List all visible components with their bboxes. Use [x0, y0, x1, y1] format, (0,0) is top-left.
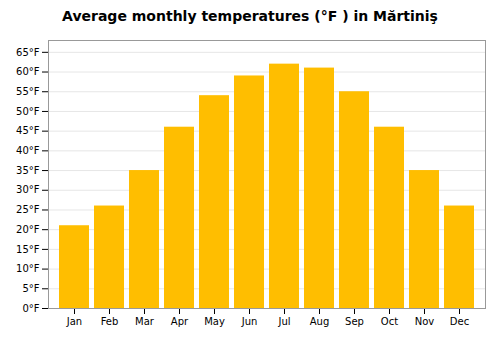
svg-text:Mar: Mar: [135, 316, 155, 327]
svg-text:65°F: 65°F: [16, 47, 40, 58]
svg-text:Jul: Jul: [277, 316, 290, 327]
svg-text:20°F: 20°F: [16, 224, 40, 235]
svg-text:Dec: Dec: [450, 316, 469, 327]
svg-text:Sep: Sep: [345, 316, 364, 327]
svg-text:Aug: Aug: [310, 316, 330, 327]
svg-text:0°F: 0°F: [22, 303, 39, 314]
svg-text:Jan: Jan: [66, 316, 82, 327]
svg-text:Feb: Feb: [101, 316, 119, 327]
svg-text:35°F: 35°F: [16, 165, 40, 176]
svg-text:Apr: Apr: [171, 316, 189, 327]
svg-text:25°F: 25°F: [16, 204, 40, 215]
svg-text:55°F: 55°F: [16, 86, 40, 97]
svg-text:45°F: 45°F: [16, 125, 40, 136]
svg-text:Nov: Nov: [415, 316, 435, 327]
html-text:Average monthly temperatures (: Average monthly temperatures (°F ) in Mă…: [62, 8, 438, 24]
svg-text:Jun: Jun: [241, 316, 258, 327]
svg-text:5°F: 5°F: [22, 283, 39, 294]
svg-text:30°F: 30°F: [16, 184, 40, 195]
svg-text:10°F: 10°F: [16, 263, 40, 274]
svg-text:15°F: 15°F: [16, 244, 40, 255]
svg-text:50°F: 50°F: [16, 106, 40, 117]
svg-text:40°F: 40°F: [16, 145, 40, 156]
svg-text:Oct: Oct: [381, 316, 398, 327]
svg-text:60°F: 60°F: [16, 66, 40, 77]
svg-text:May: May: [204, 316, 225, 327]
